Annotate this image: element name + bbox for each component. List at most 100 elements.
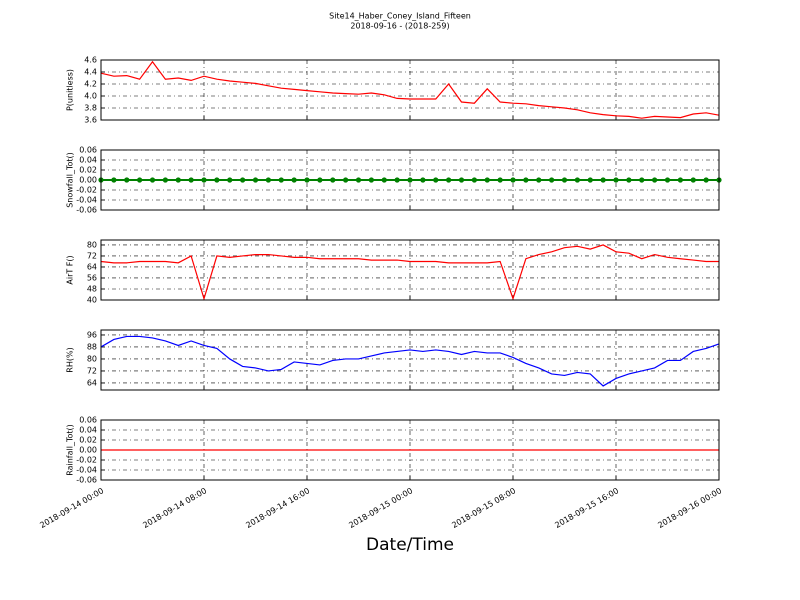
data-point [690, 177, 696, 183]
y-axis-label: AirT F() [66, 255, 75, 284]
y-tick-label: 3.8 [84, 104, 97, 113]
data-point [664, 177, 671, 183]
x-axis-label: Date/Time [366, 535, 454, 555]
data-point [394, 177, 400, 183]
data-point [703, 177, 709, 183]
data-point [240, 177, 246, 183]
y-tick-label: 80 [87, 240, 97, 249]
y-tick-label: 0.04 [79, 426, 97, 435]
y-axis-label: Snowfall_Tot() [66, 152, 75, 208]
y-tick-label: 88 [87, 342, 97, 351]
y-tick-label: 3.6 [84, 116, 97, 125]
data-point [574, 177, 580, 183]
data-point [407, 177, 413, 183]
data-point [201, 177, 207, 183]
plot-frame [100, 59, 720, 121]
data-point [124, 177, 130, 183]
data-point [446, 177, 452, 183]
data-point [175, 177, 181, 183]
plot-frame [100, 419, 720, 481]
data-point [420, 177, 426, 183]
x-tick-label: 2018-09-16 00:00 [656, 486, 723, 530]
y-tick-label: -0.06 [76, 476, 97, 485]
y-tick-label: 64 [87, 262, 97, 271]
plot-frame [100, 239, 720, 301]
data-point [188, 177, 194, 183]
plot-frame [100, 329, 720, 391]
figure-subtitle: 2018-09-16 - (2018-259) [350, 22, 449, 31]
data-point [227, 177, 233, 183]
data-point [433, 177, 439, 183]
y-tick-label: 4.0 [84, 92, 97, 101]
data-point [162, 177, 168, 183]
y-tick-label: 0.02 [79, 166, 97, 175]
x-tick-label: 2018-09-14 16:00 [244, 486, 311, 530]
y-tick-label: -0.02 [76, 186, 97, 195]
y-tick-label: 0.06 [79, 146, 97, 155]
y-tick-label: 64 [87, 378, 97, 387]
data-point [587, 177, 593, 183]
data-point [111, 177, 117, 183]
data-point [471, 177, 477, 183]
data-point [484, 177, 490, 183]
y-tick-label: 56 [87, 273, 97, 282]
y-tick-label: 0.02 [79, 436, 97, 445]
data-point [536, 177, 542, 183]
x-tick-label: 2018-09-15 08:00 [450, 486, 517, 530]
y-tick-label: 96 [87, 330, 97, 339]
y-tick-label: 0.00 [79, 176, 97, 185]
data-point [600, 177, 606, 183]
data-point [355, 177, 362, 183]
data-point [458, 177, 465, 183]
data-point [278, 177, 284, 183]
x-tick-label: 2018-09-14 00:00 [38, 486, 105, 530]
data-point [317, 177, 323, 183]
data-point [561, 177, 568, 183]
data-point [214, 177, 220, 183]
data-point [291, 177, 297, 183]
data-point [549, 177, 555, 183]
x-tick-label: 2018-09-15 00:00 [347, 486, 414, 530]
data-point [613, 177, 619, 183]
figure-title: Site14_Haber_Coney_Island_Fifteen [329, 12, 471, 21]
y-tick-label: -0.06 [76, 206, 97, 215]
y-tick-label: 48 [87, 284, 97, 293]
data-point [343, 177, 349, 183]
data-point [304, 177, 310, 183]
y-tick-label: -0.04 [76, 466, 97, 475]
data-point [149, 177, 156, 183]
data-point [137, 177, 143, 183]
data-point [252, 177, 259, 183]
y-tick-label: 0.04 [79, 156, 97, 165]
y-tick-label: 72 [87, 366, 97, 375]
data-point [265, 177, 271, 183]
y-tick-label: 0.00 [79, 446, 97, 455]
y-tick-label: 4.4 [84, 68, 97, 77]
y-tick-label: -0.02 [76, 456, 97, 465]
data-point [626, 177, 632, 183]
y-tick-label: 72 [87, 251, 97, 260]
data-line [100, 60, 720, 119]
data-point [510, 177, 516, 183]
y-tick-label: 80 [87, 354, 97, 363]
data-line [100, 244, 719, 301]
plot-frame [100, 149, 720, 211]
y-axis-label: P(unitless) [66, 69, 75, 111]
y-tick-label: 0.06 [79, 416, 97, 425]
y-axis-label: Rainfall_Tot() [66, 424, 75, 476]
data-point [639, 177, 645, 183]
data-point [523, 177, 529, 183]
y-tick-label: 40 [87, 296, 97, 305]
data-line [100, 335, 720, 387]
data-point [381, 177, 387, 183]
data-point [677, 177, 683, 183]
y-tick-label: 4.2 [84, 80, 97, 89]
y-tick-label: -0.04 [76, 196, 97, 205]
x-tick-label: 2018-09-14 08:00 [141, 486, 208, 530]
data-point [497, 177, 503, 183]
y-tick-label: 4.6 [84, 56, 97, 65]
data-point [330, 177, 336, 183]
y-axis-label: RH(%) [66, 347, 75, 372]
